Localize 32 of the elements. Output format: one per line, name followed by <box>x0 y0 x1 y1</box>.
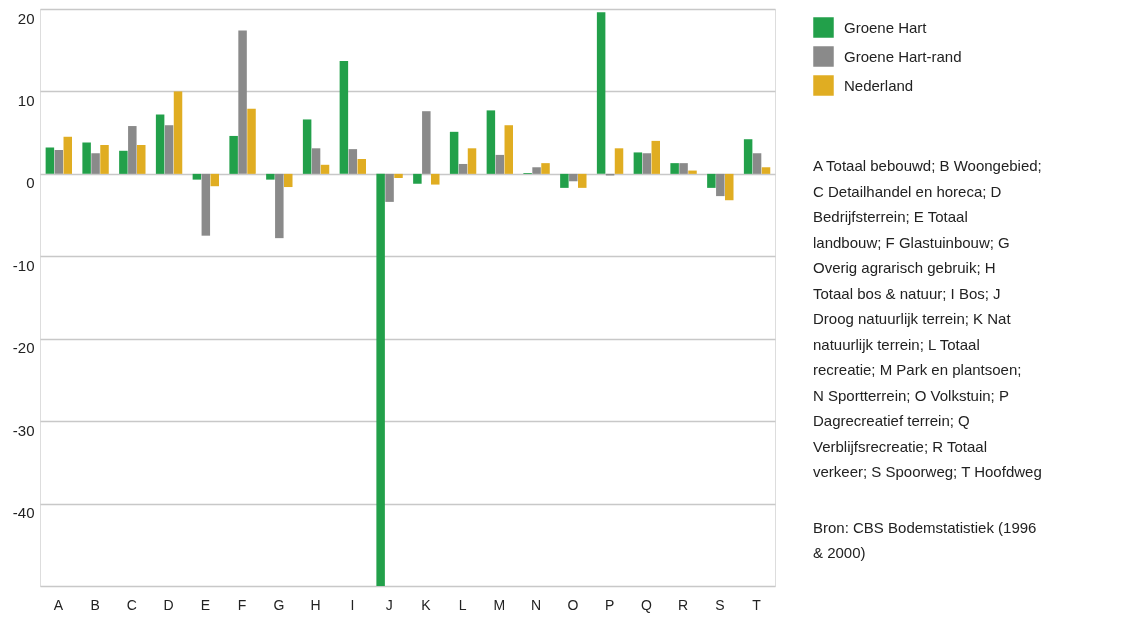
x-tick-label: T <box>752 596 762 613</box>
x-tick-label: S <box>715 596 725 613</box>
y-tick-label: -20 <box>12 339 35 357</box>
legend-label: Groene Hart-rand <box>844 47 962 65</box>
x-tick-label: R <box>678 596 689 613</box>
x-tick-label: O <box>567 596 579 613</box>
y-tick-label: 20 <box>17 9 35 27</box>
x-tick-label: A <box>53 596 64 613</box>
text: A Totaal bebouwd; B Woongebied; C Detailhandel en horeca; D Bedrijfsterrein; E Totaal landbouw; F Glastuinbouw; G Overig agrarisch gebruik; H Totaal bos & natuur; I Bos; J Droog natuurlijk terrein; K Nat natuurlijk terrein; L Totaal recreatie; M Park en plantsoen; N Sportterrein; O Volkstuin; P Dagrecreatief terrein; Q Verblijfsrecreatie; R Totaal verkeer; S Spoorweg; T Hoofdweg <box>813 157 1042 480</box>
y-tick-label: -10 <box>12 256 35 274</box>
x-tick-label: L <box>458 596 467 613</box>
x-tick-label: K <box>421 596 432 613</box>
x-tick-label: Q <box>640 596 652 613</box>
x-tick-label: F <box>237 596 247 613</box>
x-tick-label: P <box>604 596 615 613</box>
x-tick-label: N <box>531 596 542 613</box>
x-tick-label: I <box>350 596 355 613</box>
y-tick-label: 10 <box>17 91 35 109</box>
x-tick-label: G <box>273 596 285 613</box>
x-tick-label: C <box>126 596 137 613</box>
y-tick-label: -30 <box>12 421 35 439</box>
x-tick-label: H <box>310 596 321 613</box>
legend-label: Groene Hart <box>844 18 928 36</box>
legend-label: Nederland <box>844 76 914 94</box>
text: Bron: CBS Bodemstatistiek (1996 & 2000) <box>813 518 1037 561</box>
x-tick-label: D <box>163 596 174 613</box>
y-tick-label: -40 <box>12 504 35 522</box>
x-tick-label: J <box>385 596 393 613</box>
x-tick-label: E <box>200 596 211 613</box>
x-tick-label: M <box>493 596 506 613</box>
y-tick-label: 0 <box>26 174 35 192</box>
x-tick-label: B <box>90 596 100 613</box>
